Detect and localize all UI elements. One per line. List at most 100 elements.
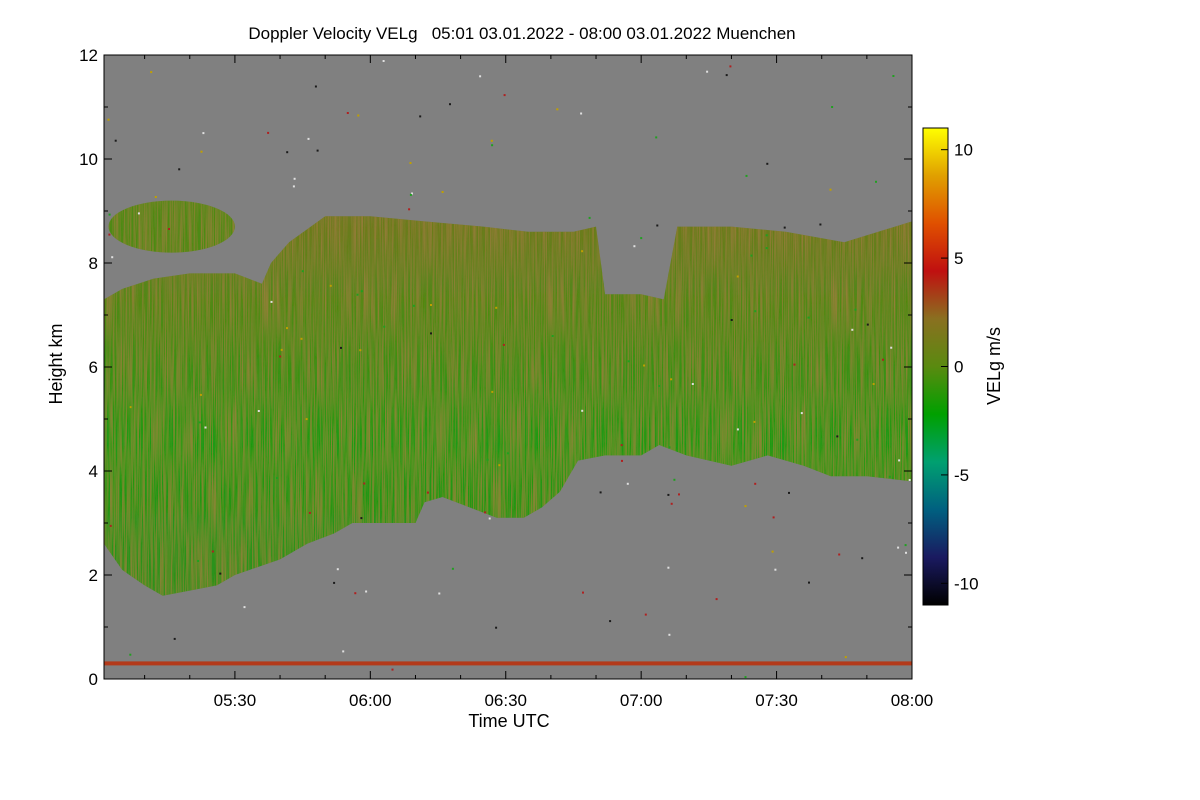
speckle — [599, 491, 602, 494]
speckle — [301, 270, 304, 273]
speckle — [333, 581, 336, 584]
speckle — [108, 213, 111, 216]
speckle — [204, 426, 207, 429]
speckle — [673, 478, 676, 481]
speckle — [807, 316, 810, 319]
x-tick-label: 07:30 — [755, 691, 798, 710]
speckle — [851, 328, 854, 331]
speckle — [808, 581, 810, 584]
speckle — [905, 551, 907, 554]
speckle — [744, 505, 747, 508]
speckle — [411, 192, 413, 195]
speckle — [670, 502, 673, 505]
speckle — [678, 493, 680, 496]
y-tick-label: 4 — [89, 462, 98, 481]
speckle — [270, 300, 273, 303]
speckle — [754, 482, 757, 485]
y-tick-label: 8 — [89, 254, 98, 273]
speckle — [292, 185, 295, 188]
speckle — [479, 75, 482, 78]
speckle — [551, 335, 554, 337]
speckle — [391, 668, 394, 671]
speckle — [908, 479, 911, 481]
speckle — [449, 103, 451, 106]
speckle — [633, 245, 636, 248]
speckle — [342, 650, 345, 653]
speckle — [670, 378, 673, 381]
y-tick-label: 0 — [89, 670, 98, 689]
speckle — [890, 346, 893, 349]
speckle — [667, 493, 670, 496]
colorbar-tick-label: 0 — [954, 358, 963, 377]
speckle — [667, 566, 670, 569]
speckle — [360, 290, 363, 293]
speckle — [490, 139, 493, 142]
speckle — [621, 459, 623, 462]
speckle — [765, 234, 768, 237]
x-tick-label: 08:00 — [891, 691, 934, 710]
speckle — [486, 458, 489, 461]
speckle — [729, 65, 732, 68]
speckle — [336, 568, 339, 571]
speckle — [897, 546, 900, 549]
speckle — [581, 250, 584, 253]
speckle — [137, 212, 140, 215]
speckle — [736, 428, 739, 431]
speckle — [451, 567, 454, 570]
speckle — [383, 325, 386, 328]
speckle — [412, 304, 415, 307]
speckle — [197, 560, 200, 562]
speckle — [363, 482, 366, 485]
speckle — [856, 438, 859, 441]
speckle — [643, 364, 646, 367]
speckle — [753, 420, 756, 423]
speckle — [668, 446, 671, 449]
speckle — [783, 226, 786, 229]
speckle — [502, 343, 505, 346]
speckle — [844, 656, 847, 659]
x-axis-title: Time UTC — [468, 711, 549, 731]
speckle — [750, 254, 753, 257]
colorbar-tick-label: -10 — [954, 574, 979, 593]
speckle — [581, 409, 584, 412]
speckle — [892, 75, 895, 77]
speckle — [108, 233, 111, 236]
speckle — [588, 216, 591, 219]
speckle — [267, 131, 270, 134]
speckle — [168, 228, 170, 230]
speckle — [866, 323, 869, 326]
speckle — [257, 410, 260, 412]
x-tick-label: 07:00 — [620, 691, 663, 710]
speckle — [178, 168, 181, 171]
speckle — [441, 191, 444, 193]
speckle — [199, 393, 202, 396]
echo-main-region — [104, 216, 912, 596]
speckle — [491, 390, 494, 393]
colorbar-tick-label: 10 — [954, 141, 973, 160]
speckle — [861, 557, 864, 560]
speckle — [409, 162, 412, 164]
echo-layer — [104, 200, 912, 596]
speckle — [725, 74, 728, 77]
speckle-noise — [107, 60, 911, 679]
speckle — [419, 115, 422, 118]
speckle — [286, 151, 289, 154]
speckle — [655, 136, 658, 139]
speckle — [382, 60, 385, 62]
speckle — [819, 223, 822, 226]
speckle — [200, 150, 203, 153]
speckle — [346, 112, 349, 114]
y-tick-label: 6 — [89, 358, 98, 377]
speckle — [626, 482, 629, 485]
speckle — [691, 383, 694, 385]
speckle — [365, 590, 368, 593]
speckle — [730, 319, 733, 321]
speckle — [831, 106, 834, 108]
x-tick-label: 05:30 — [214, 691, 257, 710]
speckle — [580, 112, 583, 115]
speckle — [219, 572, 222, 575]
speckle — [314, 85, 317, 88]
speckle — [745, 174, 748, 177]
speckle — [765, 247, 768, 250]
speckle — [243, 606, 246, 609]
